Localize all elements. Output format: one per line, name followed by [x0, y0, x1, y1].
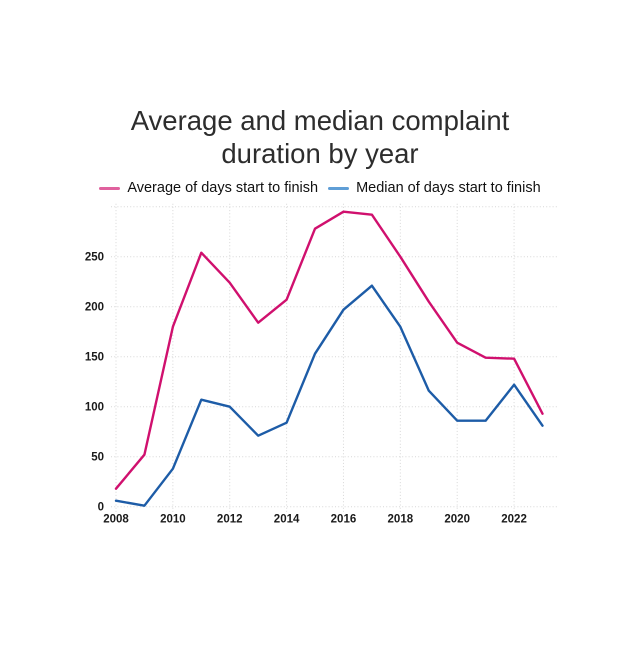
legend-label-average: Average of days start to finish	[127, 180, 319, 196]
series-line-median	[114, 284, 544, 507]
median-series-swatch-icon	[328, 186, 350, 190]
x-tick-label: 2018	[388, 514, 414, 526]
series-line-average	[114, 210, 544, 490]
legend-label-median: Median of days start to finish	[356, 180, 541, 196]
y-tick-label: 150	[85, 352, 104, 364]
legend-item-average: Average of days start to finish	[99, 180, 318, 196]
x-tick-label: 2020	[444, 514, 470, 526]
average-series-swatch-icon	[99, 186, 121, 190]
x-tick-label: 2014	[274, 514, 300, 526]
x-tick-label: 2010	[160, 514, 186, 526]
x-tick-label: 2008	[103, 514, 129, 526]
legend-item-median: Median of days start to finish	[328, 180, 541, 196]
y-tick-label: 50	[91, 452, 104, 464]
x-tick-label: 2016	[331, 514, 357, 526]
x-tick-label: 2012	[217, 514, 243, 526]
y-tick-label: 200	[85, 302, 104, 314]
y-tick-label: 250	[85, 252, 104, 264]
x-tick-label: 2022	[501, 514, 527, 526]
legend: Average of days start to finish Median o…	[0, 180, 640, 196]
chart-title: Average and median complaint duration by…	[130, 105, 510, 169]
y-tick-label: 0	[98, 502, 104, 514]
y-tick-label: 100	[85, 402, 104, 414]
